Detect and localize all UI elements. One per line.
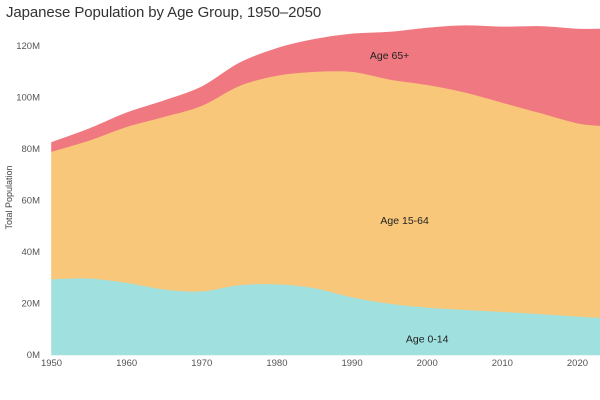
x-tick-label: 1960 xyxy=(116,358,137,369)
x-tick-label: 1980 xyxy=(266,358,287,369)
x-tick-label: 1990 xyxy=(341,358,362,369)
area-age-65 xyxy=(51,25,600,152)
y-tick-label: 120M xyxy=(16,41,40,52)
y-tick-label: 0M xyxy=(27,350,40,361)
y-tick-label: 40M xyxy=(22,247,41,258)
series-label-age-0-14: Age 0-14 xyxy=(406,333,449,345)
area-age-15-64 xyxy=(51,70,600,318)
chart-title: Japanese Population by Age Group, 1950–2… xyxy=(6,4,322,21)
y-tick-label: 80M xyxy=(22,144,41,155)
y-tick-label: 60M xyxy=(22,195,41,206)
y-tick-label: 100M xyxy=(16,92,40,103)
x-tick-label: 2010 xyxy=(492,358,513,369)
y-tick-label: 20M xyxy=(22,298,41,309)
x-tick-label: 1950 xyxy=(41,358,62,369)
x-tick-label: 1970 xyxy=(191,358,212,369)
series-label-age-65: Age 65+ xyxy=(370,50,409,62)
x-tick-label: 2020 xyxy=(567,358,588,369)
series-label-age-15-64: Age 15-64 xyxy=(380,215,429,227)
y-axis-title: Total Population xyxy=(4,165,14,229)
x-tick-label: 2000 xyxy=(417,358,438,369)
